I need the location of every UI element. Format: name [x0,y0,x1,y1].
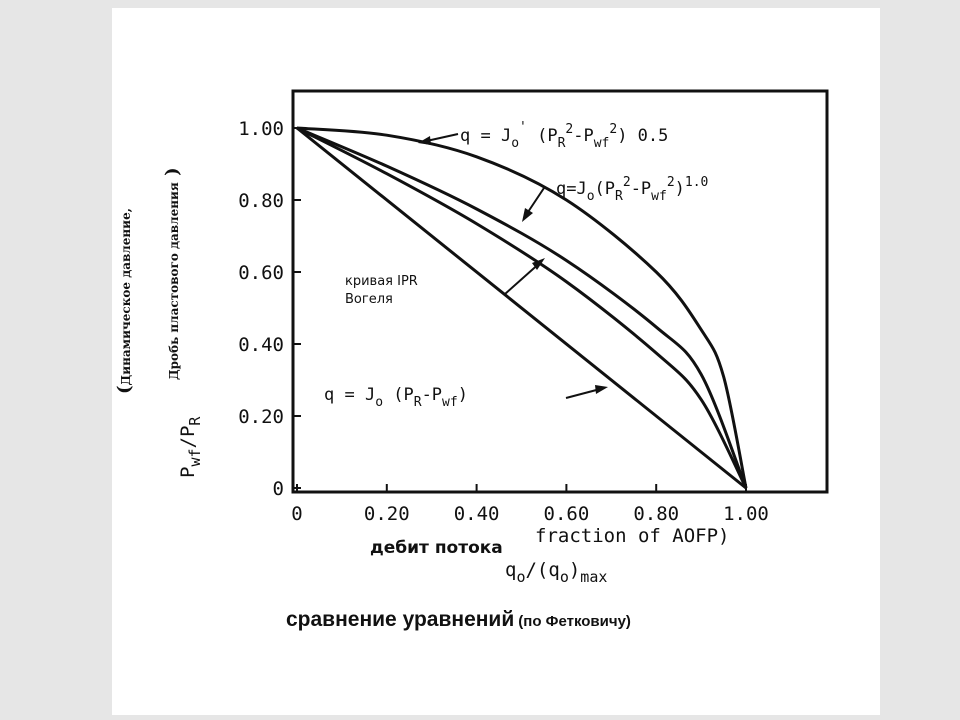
series-label-fetkovich-10: q=Jo(PR2-Pwf2)1.0 [556,175,708,204]
caption-main: сравнение уравнений [286,608,515,631]
slide-caption: сравнение уравнений (по Фетковичу) [286,608,631,632]
x-tick-label: 1.00 [723,503,769,525]
curve-fetkovich-n05 [296,126,748,489]
plot-frame [291,89,829,494]
arrow-head-linear [595,385,608,394]
x-tick-label: 0.20 [364,503,410,525]
x-axis-formula: qo/(qo)max [505,559,607,586]
y-tick-label: 1.00 [238,118,284,140]
x-axis-label-ru: дебит потока [370,538,503,558]
curve-vogel-ipr [296,126,748,489]
annotation-arrows [418,133,608,399]
series-label-linear: q = Jo (PR-Pwf) [324,385,468,410]
y-tick-label: 0.60 [238,262,284,284]
caption-note: (по Фетковичу) [518,613,631,630]
y-axis-label-ru-1: (Динамическое давление, [114,208,135,394]
x-tick-label: 0.60 [544,503,590,525]
y-axis-label-ru-2: Дробь пластового давления ) [162,167,183,380]
series-curves [296,126,748,490]
x-axis-label-en: fraction of AOFP) [535,525,729,547]
slide-area: 0 0.20 0.40 0.60 0.80 1.00 0 0.20 0.40 0.60 0.80 1… [112,8,880,715]
y-tick-label: 0 [273,478,284,500]
x-tick-label: 0.80 [633,503,679,525]
y-tick-label: 0.40 [238,334,284,356]
series-label-vogel-line1: кривая IPR [345,274,418,289]
y-tick-label: 0.80 [238,190,284,212]
arrow-head-05 [418,136,431,145]
series-label-vogel-line2: Вогеля [345,292,393,307]
curve-linear [296,126,747,490]
ipr-chart: 0 0.20 0.40 0.60 0.80 1.00 0 0.20 0.40 0.60 0.80 1… [114,89,829,586]
y-tick-label: 0.20 [238,406,284,428]
series-label-fetkovich-05: q = Jo' (PR2-Pwf2) 0.5 [460,120,668,151]
x-axis-ticks: 0 0.20 0.40 0.60 0.80 1.00 [291,484,769,525]
arrow-head-10 [522,208,533,222]
curve-fetkovich-n10 [296,126,748,489]
arrow-head-vogel [532,258,545,270]
x-tick-label: 0 [291,503,302,525]
x-tick-label: 0.40 [454,503,500,525]
y-axis-ticks: 0 0.20 0.40 0.60 0.80 1.00 [238,118,301,500]
y-axis-formula: Pwf/PR [177,416,204,478]
